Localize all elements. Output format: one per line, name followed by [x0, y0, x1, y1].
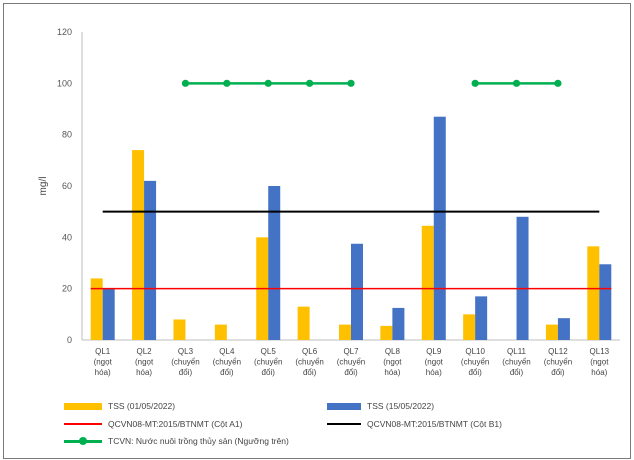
- x-tick-label-13: hóa): [591, 368, 607, 377]
- bar-tss-1505-8: [392, 307, 405, 340]
- legend-label-tss-0105: TSS (01/05/2022): [108, 401, 176, 411]
- legend-item-tss-1505: TSS (15/05/2022): [327, 401, 434, 411]
- x-tick-label-12: đổi): [551, 368, 565, 377]
- legend-label-tss-1505: TSS (15/05/2022): [367, 401, 435, 411]
- legend-item-tss-0105: TSS (01/05/2022): [64, 401, 175, 411]
- x-tick-label-4: (chuyển: [213, 358, 241, 367]
- x-tick-label-10: QL10: [465, 347, 485, 356]
- legend-label-tcvn: TCVN: Nước nuôi trồng thủy sản (Ngưỡng t…: [108, 436, 289, 446]
- x-tick-label-5: đổi): [262, 368, 276, 377]
- y-tick-label: 20: [62, 284, 72, 294]
- bar-tss-1505-12: [557, 318, 570, 340]
- x-tick-label-9: (ngọt: [425, 358, 444, 367]
- legend-swatch-qcvn-b1: [327, 423, 361, 425]
- chart-frame: [3, 3, 631, 459]
- bar-tss-0105-8: [380, 325, 393, 340]
- threshold-marker-5: [264, 79, 272, 87]
- x-tick-label-2: QL2: [137, 347, 153, 356]
- bar-tss-0105-6: [297, 306, 310, 340]
- x-tick-label-1: hóa): [95, 368, 111, 377]
- y-tick-label: 100: [57, 78, 72, 88]
- bar-tss-1505-7: [351, 243, 363, 340]
- x-tick-label-8: (ngọt: [383, 358, 402, 367]
- x-tick-label-13: QL13: [590, 347, 610, 356]
- x-tick-label-13: (ngọt: [590, 358, 609, 367]
- bar-tss-0105-9: [421, 225, 434, 340]
- x-tick-label-8: hóa): [384, 368, 400, 377]
- threshold-marker-6: [306, 79, 314, 87]
- x-tick-label-10: đổi): [468, 368, 482, 377]
- bar-tss-1505-10: [475, 296, 488, 340]
- x-tick-label-7: đổi): [344, 368, 358, 377]
- x-tick-label-12: (chuyển: [544, 358, 572, 367]
- y-tick-label: 80: [62, 130, 72, 140]
- x-tick-label-3: QL3: [178, 347, 194, 356]
- x-tick-label-6: (chuyển: [295, 358, 323, 367]
- bar-tss-0105-1: [90, 278, 103, 340]
- legend-swatch-qcvn-a1: [64, 423, 102, 425]
- chart-plot: 020406080100120mg/lQL1(ngọthóa)QL2(ngọth…: [38, 27, 620, 377]
- y-axis-title: mg/l: [38, 177, 49, 196]
- bar-tss-0105-4: [214, 324, 227, 340]
- x-tick-label-8: QL8: [385, 347, 401, 356]
- threshold-marker-11: [512, 79, 521, 87]
- bar-tss-0105-7: [339, 324, 351, 340]
- x-tick-label-3: đổi): [179, 368, 193, 377]
- bar-tss-1505-1: [102, 288, 115, 340]
- y-tick-label: 40: [62, 232, 72, 242]
- bar-tss-0105-10: [463, 314, 476, 340]
- legend-swatch-tcvn: [64, 436, 102, 446]
- x-tick-label-2: (ngọt: [135, 358, 154, 367]
- x-tick-label-2: hóa): [136, 368, 152, 377]
- x-tick-label-4: đổi): [220, 368, 234, 377]
- bar-tss-0105-13: [587, 246, 600, 340]
- legend-label-qcvn-a1: QCVN08-MT:2015/BTNMT (Cột A1): [108, 419, 243, 429]
- x-tick-label-11: QL11: [507, 347, 527, 356]
- legend-swatch-tss-0105: [64, 402, 102, 410]
- x-tick-label-3: (chuyển: [171, 358, 199, 367]
- bar-tss-1505-13: [599, 264, 612, 340]
- x-tick-label-6: đổi): [303, 368, 317, 377]
- y-tick-label: 0: [67, 335, 72, 345]
- threshold-marker-7: [347, 79, 355, 87]
- x-tick-label-11: đổi): [510, 368, 524, 377]
- threshold-marker-3: [181, 79, 190, 87]
- y-tick-label: 120: [57, 27, 72, 37]
- threshold-marker-10: [471, 79, 479, 87]
- bar-tss-0105-3: [173, 319, 186, 340]
- x-tick-label-1: (ngọt: [94, 358, 113, 367]
- x-tick-label-5: (chuyển: [254, 358, 282, 367]
- legend-item-qcvn-b1: QCVN08-MT:2015/BTNMT (Cột B1): [327, 419, 502, 429]
- legend-item-tcvn: TCVN: Nước nuôi trồng thủy sản (Ngưỡng t…: [64, 436, 289, 446]
- bar-tss-1505-11: [516, 216, 529, 340]
- threshold-marker-12: [554, 79, 562, 87]
- bar-tss-1505-9: [433, 116, 446, 340]
- x-tick-label-11: (chuyển: [502, 358, 530, 367]
- x-tick-label-9: hóa): [426, 368, 442, 377]
- x-tick-label-7: (chuyển: [337, 358, 365, 367]
- bar-tss-1505-5: [268, 186, 281, 340]
- bar-tss-0105-12: [545, 324, 558, 340]
- x-tick-label-10: (chuyển: [461, 358, 489, 367]
- x-tick-label-9: QL9: [426, 347, 442, 356]
- x-tick-label-1: QL1: [95, 347, 111, 356]
- bar-tss-0105-2: [132, 150, 145, 340]
- legend-swatch-tss-1505: [327, 402, 361, 410]
- legend-item-qcvn-a1: QCVN08-MT:2015/BTNMT (Cột A1): [64, 419, 242, 429]
- x-tick-label-5: QL5: [261, 347, 277, 356]
- x-tick-label-12: QL12: [548, 347, 568, 356]
- legend-label-qcvn-b1: QCVN08-MT:2015/BTNMT (Cột B1): [367, 419, 502, 429]
- y-tick-label: 60: [62, 181, 72, 191]
- threshold-marker-4: [223, 79, 231, 87]
- x-tick-label-6: QL6: [302, 347, 318, 356]
- x-tick-label-4: QL4: [219, 347, 235, 356]
- bar-tss-1505-2: [144, 180, 157, 340]
- x-tick-label-7: QL7: [343, 347, 359, 356]
